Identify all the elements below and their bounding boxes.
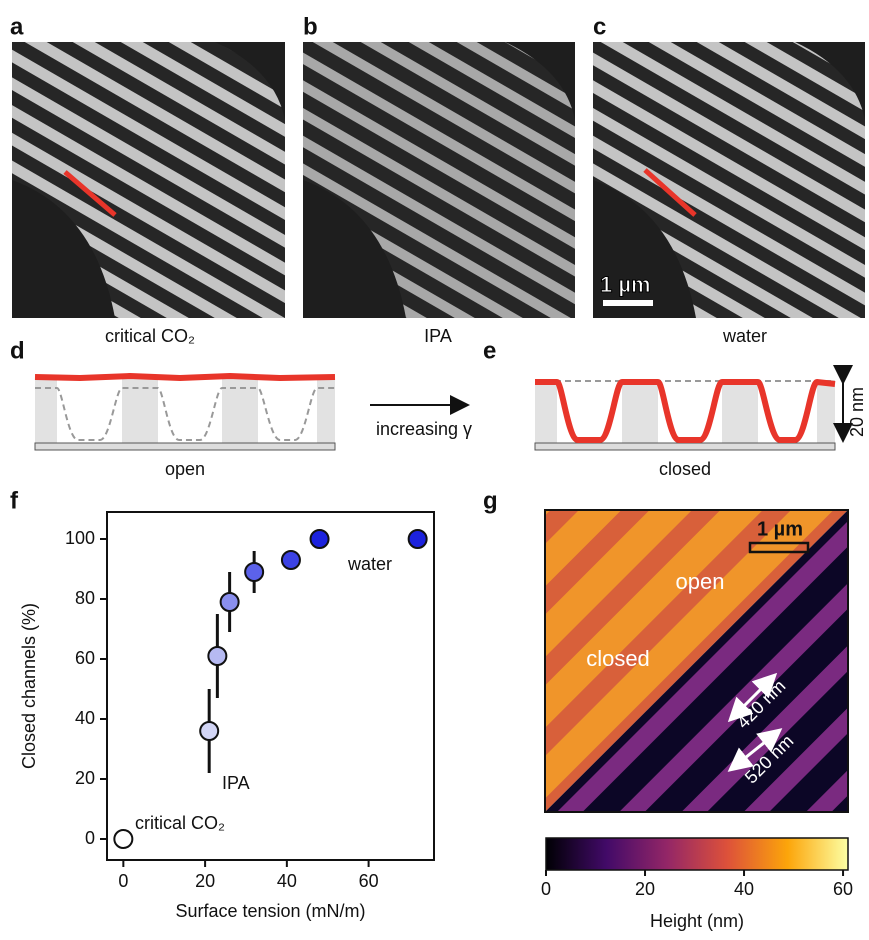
- sem-image: [12, 42, 285, 318]
- panel-label: b: [303, 13, 318, 40]
- point: [409, 530, 427, 548]
- x-axis-label: Surface tension (mN/m): [175, 901, 365, 921]
- y-tick-label: 0: [85, 828, 95, 848]
- x-tick-label: 20: [195, 871, 215, 891]
- y-tick-label: 40: [75, 708, 95, 728]
- y-tick-label: 60: [75, 648, 95, 668]
- x-tick-label: 40: [277, 871, 297, 891]
- panel-label: a: [10, 13, 24, 40]
- panel-label: e: [483, 337, 496, 364]
- point: [282, 551, 300, 569]
- point: [221, 593, 239, 611]
- y-axis-label: Closed channels (%): [19, 603, 39, 769]
- x-tick-label: 20: [635, 879, 655, 899]
- diagram-label: closed: [659, 459, 711, 479]
- colorbar: [546, 838, 848, 870]
- point: [114, 830, 132, 848]
- x-tick-label: 40: [734, 879, 754, 899]
- caption: water: [722, 326, 767, 346]
- point: [200, 722, 218, 740]
- panel-label: d: [10, 337, 25, 364]
- point: [311, 530, 329, 548]
- figure: a b c d e f g 1 µm critical CO₂ IPA wate…: [0, 0, 869, 940]
- annotation: IPA: [222, 773, 250, 793]
- x-tick-label: 60: [359, 871, 379, 891]
- panel-label: g: [483, 487, 498, 514]
- y-tick-label: 20: [75, 768, 95, 788]
- point: [208, 647, 226, 665]
- afm-label: open: [676, 569, 725, 594]
- scale-bar-label: 1 µm: [600, 272, 651, 297]
- diagram-label: open: [165, 459, 205, 479]
- diagram-label: increasing γ: [376, 419, 472, 439]
- diagram-label: 20 nm: [847, 387, 867, 437]
- panel-label: f: [10, 487, 19, 514]
- point: [245, 563, 263, 581]
- caption: IPA: [424, 326, 452, 346]
- panel-label: c: [593, 13, 606, 40]
- afm-label: closed: [586, 646, 650, 671]
- caption: critical CO₂: [105, 326, 195, 346]
- annotation: water: [347, 554, 392, 574]
- x-tick-label: 0: [118, 871, 128, 891]
- scale-bar-label: 1 µm: [757, 518, 803, 540]
- annotation: critical CO₂: [135, 813, 225, 833]
- x-tick-label: 0: [541, 879, 551, 899]
- colorbar-label: Height (nm): [650, 911, 744, 931]
- x-tick-label: 60: [833, 879, 853, 899]
- y-tick-label: 100: [65, 528, 95, 548]
- sem-image: [303, 42, 575, 318]
- y-tick-label: 80: [75, 588, 95, 608]
- diagram-closed: [535, 380, 843, 450]
- diagram-open: [35, 376, 335, 450]
